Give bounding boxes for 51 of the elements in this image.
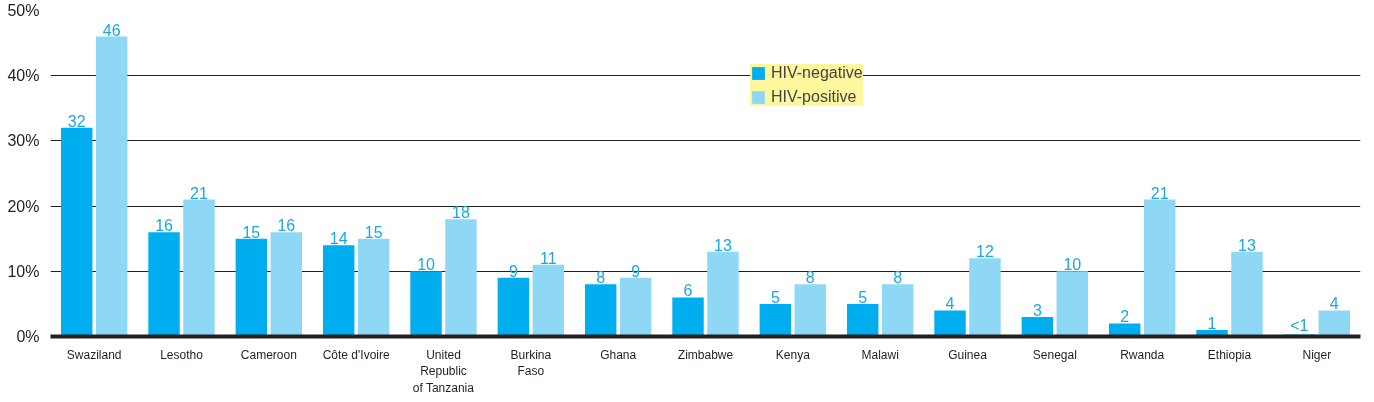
data-label: 16 [277,217,296,235]
data-label: 8 [893,269,903,287]
data-label: 15 [242,223,261,241]
y-tick-label: 20% [7,197,40,215]
x-tick-label: Ghana [600,347,637,362]
y-tick-label: 10% [7,262,40,280]
x-tick-label: Zimbabwe [677,347,734,362]
data-label: 21 [1150,184,1169,202]
data-label: 10 [1063,256,1082,274]
data-label: 32 [67,112,86,130]
data-label: 11 [540,249,557,267]
x-tick-label: Guinea [948,347,988,362]
x-tick-label: Niger [1302,347,1332,362]
legend-label: HIV-positive [771,88,857,106]
data-label: 8 [596,269,606,287]
x-tick-label: Kenya [775,347,811,362]
x-tick-label: Burkina Faso [510,347,552,379]
y-tick-label: 40% [7,67,40,85]
data-label: 14 [329,230,348,248]
data-label: 18 [452,204,470,222]
y-tick-label: 30% [7,132,40,150]
data-label: 15 [364,223,383,241]
legend-label: HIV-negative [771,64,863,82]
x-tick-label: Ethiopia [1207,347,1252,362]
data-label: 4 [1329,295,1339,313]
x-tick-label: Swaziland [66,347,122,362]
data-label: 5 [770,288,780,306]
data-label: 12 [976,243,994,261]
data-label: 8 [805,269,815,287]
data-label: 16 [155,217,174,235]
x-tick-label: Cameroon [240,347,297,362]
data-label: 3 [1032,301,1042,319]
data-label: 4 [945,295,955,313]
x-tick-label: United Republic of Tanzania [412,347,475,396]
data-label: 13 [714,236,732,254]
data-label: 1 [1207,314,1217,332]
data-label: 6 [683,282,693,300]
data-label: <1 [1290,316,1309,334]
x-tick-label: Senegal [1032,347,1077,362]
x-tick-label: Côte d'Ivoire [322,347,390,362]
x-tick-label: Rwanda [1120,347,1165,362]
data-label: 46 [102,21,121,39]
data-label: 2 [1120,308,1130,326]
x-tick-label: Malawi [861,347,899,362]
data-label: 10 [417,256,436,274]
data-label: 5 [858,288,868,306]
data-label: 21 [190,184,208,202]
data-label: 13 [1238,236,1256,254]
x-tick-label: Lesotho [160,347,204,362]
y-tick-label: 0% [16,328,40,345]
y-tick-label: 50% [7,2,40,19]
